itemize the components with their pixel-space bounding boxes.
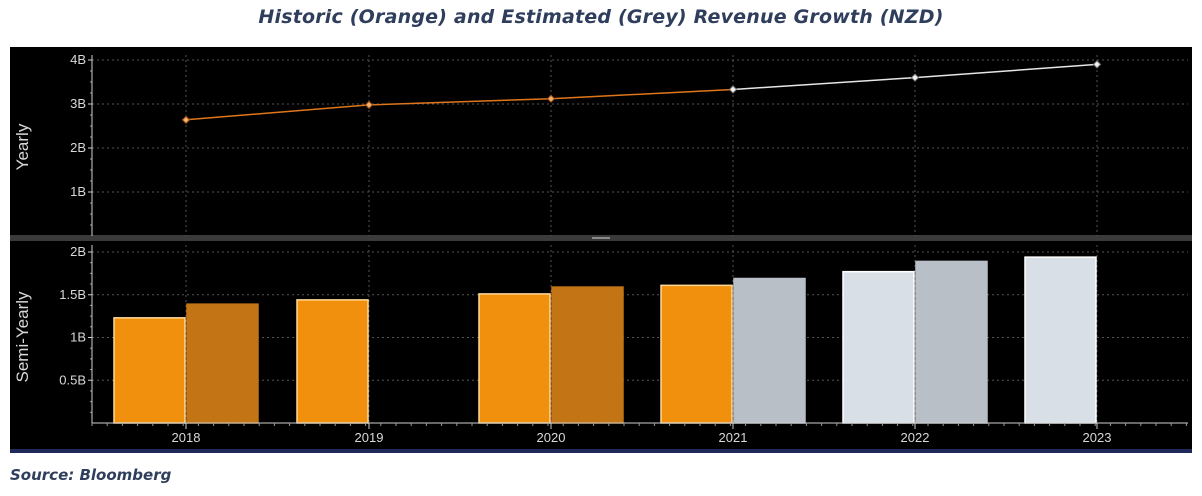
bar-2022-h2-estimated xyxy=(915,260,988,424)
chart-bottom-edge xyxy=(10,449,1192,453)
panel-splitter-handle xyxy=(592,237,610,239)
chart-frame: 1B 2B 3B 4B Yearly 0.5B 1B 1.5B 2B 2018 2019 2020 20… xyxy=(10,47,1192,453)
yearly-y-tick-label: 1B xyxy=(70,184,86,199)
bar-2023-h1-estimated xyxy=(1024,256,1097,424)
bar-2021-h1-historic xyxy=(660,284,733,424)
bar-2020-h1-historic xyxy=(478,293,551,424)
x-tick-label-2020: 2020 xyxy=(537,430,566,445)
historic-revenue-line xyxy=(185,88,734,121)
semi-yearly-y-axis-label: Semi-Yearly xyxy=(13,291,32,383)
chart-title: Historic (Orange) and Estimated (Grey) R… xyxy=(258,6,944,28)
yearly-y-tick-label: 2B xyxy=(70,140,86,155)
bar-2020-h2-historic xyxy=(551,286,624,424)
semi-yearly-y-tick-label: 1.5B xyxy=(59,287,86,302)
x-tick-label-2023: 2023 xyxy=(1083,430,1112,445)
estimated-point-2023 xyxy=(1092,60,1102,69)
historic-point-2020 xyxy=(546,94,556,103)
semi-yearly-y-tick-label: 0.5B xyxy=(59,372,86,387)
historic-point-2019 xyxy=(364,100,374,110)
historic-point-2018 xyxy=(181,115,191,125)
estimated-point-2021 xyxy=(728,85,738,94)
estimated-point-2022 xyxy=(910,73,920,82)
x-tick-label-2019: 2019 xyxy=(355,430,384,445)
bar-2018-h1-historic xyxy=(113,317,186,424)
semi-yearly-y-tick-label: 2B xyxy=(70,244,86,259)
bar-2018-h2-historic xyxy=(186,303,259,424)
source-note: Source: Bloomberg xyxy=(10,466,172,484)
x-tick-label-2022: 2022 xyxy=(901,430,930,445)
yearly-y-tick-label: 3B xyxy=(70,96,86,111)
bar-2019-h1-historic xyxy=(296,299,369,424)
bar-2021-h2-estimated xyxy=(733,277,806,424)
x-tick-label-2018: 2018 xyxy=(172,430,201,445)
yearly-y-axis-label: Yearly xyxy=(13,123,32,170)
x-tick-label-2021: 2021 xyxy=(719,430,748,445)
revenue-chart: 1B 2B 3B 4B Yearly 0.5B 1B 1.5B 2B 2018 2019 2020 20… xyxy=(10,52,1192,453)
bar-2022-h1-estimated xyxy=(842,270,915,424)
semi-yearly-y-tick-label: 1B xyxy=(70,330,86,345)
yearly-y-tick-label: 4B xyxy=(70,52,86,67)
